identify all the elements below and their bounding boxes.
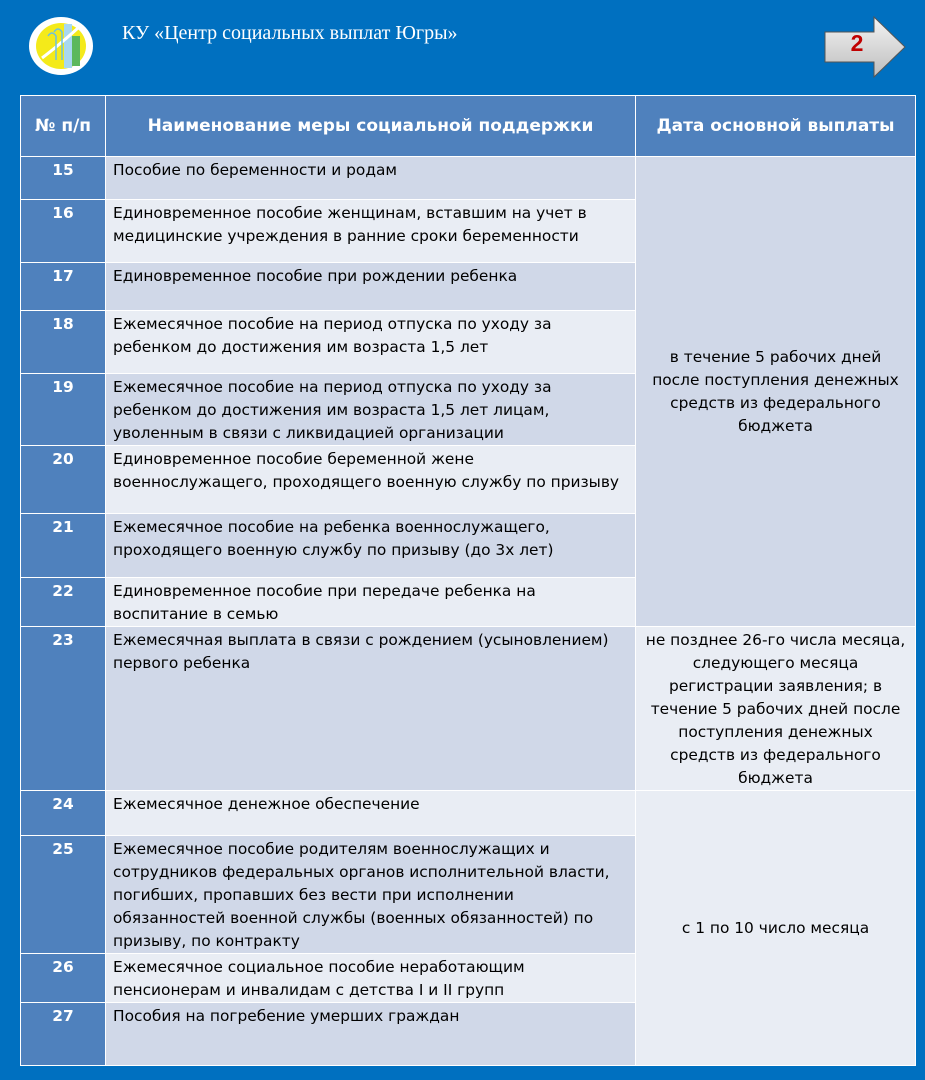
measure-name: Единовременное пособие беременной жене в… — [105, 445, 636, 514]
measure-name: Ежемесячное пособие на период отпуска по… — [105, 310, 636, 374]
measure-name: Ежемесячная выплата в связи с рождением … — [105, 626, 636, 791]
table-row: 21 Ежемесячное пособие на ребенка военнос… — [20, 513, 916, 578]
measure-name: Ежемесячное денежное обеспечение — [105, 790, 636, 836]
row-number: 25 — [20, 835, 106, 954]
row-number: 24 — [20, 790, 106, 836]
payment-date: не позднее 26-го числа месяца, следующег… — [635, 626, 916, 791]
row-number: 26 — [20, 953, 106, 1003]
arrow-right-icon — [824, 15, 906, 79]
row-number: 20 — [20, 445, 106, 514]
payment-date: в течение 5 рабочих дней после поступлен… — [635, 156, 916, 627]
page-number: 2 — [850, 30, 864, 56]
next-page-button[interactable]: 2 — [824, 15, 906, 79]
row-number: 27 — [20, 1002, 106, 1066]
measure-name: Пособие по беременности и родам — [105, 156, 636, 200]
measure-name: Ежемесячное пособие на период отпуска по… — [105, 373, 636, 446]
table-row: 20 Единовременное пособие беременной жене… — [20, 445, 916, 514]
measure-name: Ежемесячное социальное пособие неработаю… — [105, 953, 636, 1003]
row-number: 22 — [20, 577, 106, 627]
table-row: 19 Ежемесячное пособие на период отпуска … — [20, 373, 916, 446]
measure-name: Единовременное пособие при рождении ребе… — [105, 262, 636, 311]
column-header-date: Дата основной выплаты — [635, 95, 916, 157]
row-number: 19 — [20, 373, 106, 446]
measure-name: Единовременное пособие женщинам, вставши… — [105, 199, 636, 263]
table-row: 24 Ежемесячное денежное обеспечение с 1 по… — [20, 790, 916, 1066]
measure-name: Единовременное пособие при передаче ребе… — [105, 577, 636, 627]
row-number: 23 — [20, 626, 106, 791]
table-row: 25 Ежемесячное пособие родителям военносл… — [20, 835, 916, 954]
row-number: 18 — [20, 310, 106, 374]
measure-name: Ежемесячное пособие родителям военнослуж… — [105, 835, 636, 954]
table-row: 17 Единовременное пособие при рождении ре… — [20, 262, 916, 311]
table-row: 18 Ежемесячное пособие на период отпуска … — [20, 310, 916, 374]
social-support-table: № п/п Наименование меры социальной подде… — [20, 95, 916, 1066]
row-number: 21 — [20, 513, 106, 578]
column-header-name: Наименование меры социальной поддержки — [105, 95, 636, 157]
table-row: 16 Единовременное пособие женщинам, встав… — [20, 199, 916, 263]
row-number: 15 — [20, 156, 106, 200]
organization-title: КУ «Центр социальных выплат Югры» — [122, 22, 458, 44]
table-row: 22 Единовременное пособие при передаче ре… — [20, 577, 916, 627]
table-row: 26 Ежемесячное социальное пособие неработ… — [20, 953, 916, 1003]
payment-date: с 1 по 10 число месяца — [635, 790, 916, 1066]
row-number: 16 — [20, 199, 106, 263]
table-row: 23 Ежемесячная выплата в связи с рождение… — [20, 626, 916, 791]
column-header-number: № п/п — [20, 95, 106, 157]
measure-name: Ежемесячное пособие на ребенка военнослу… — [105, 513, 636, 578]
measure-name: Пособия на погребение умерших граждан — [105, 1002, 636, 1066]
table-row: 15 Пособие по беременности и родам в течен… — [20, 156, 916, 627]
row-number: 17 — [20, 262, 106, 311]
table-row: 27 Пособия на погребение умерших граждан — [20, 1002, 916, 1066]
organization-logo — [28, 16, 94, 76]
